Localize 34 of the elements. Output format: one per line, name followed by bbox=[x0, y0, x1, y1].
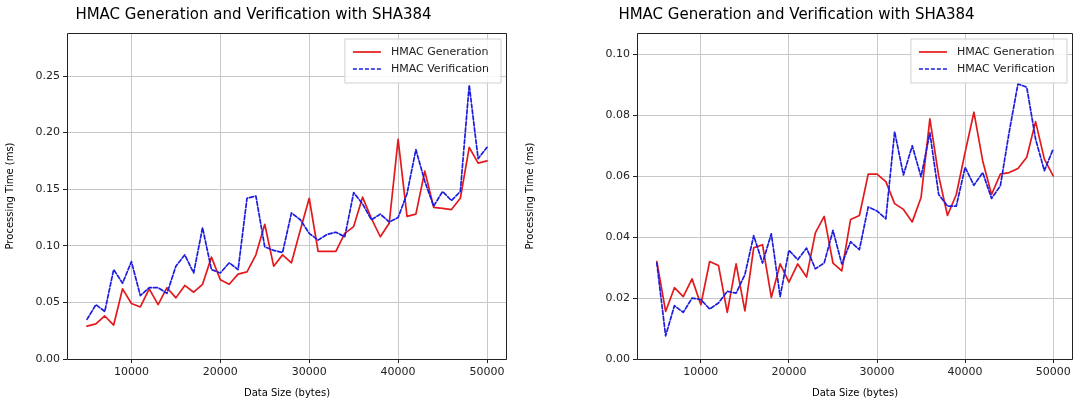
y-tick-label: 0.20 bbox=[35, 125, 60, 139]
x-tick-label: 30000 bbox=[859, 365, 895, 379]
y-axis-title: Processing Time (ms) bbox=[523, 142, 535, 250]
legend-label: HMAC Generation bbox=[390, 44, 489, 58]
chart-title: HMAC Generation and Verification with SHA384 bbox=[75, 4, 432, 23]
y-tick-label: 0.10 bbox=[35, 238, 60, 252]
y-tick-label: 0.02 bbox=[605, 290, 630, 304]
line-series bbox=[655, 83, 1055, 337]
x-tick-label: 20000 bbox=[771, 365, 807, 379]
y-tick-label: 0.25 bbox=[35, 68, 60, 82]
x-axis-title: Data Size (bytes) bbox=[243, 386, 331, 398]
x-tick-label: 50000 bbox=[469, 365, 505, 379]
x-tick-label: 50000 bbox=[1035, 365, 1071, 379]
legend-label: HMAC Verification bbox=[390, 61, 490, 75]
y-tick-label: 0.06 bbox=[605, 169, 630, 183]
x-tick-label: 20000 bbox=[202, 365, 238, 379]
y-tick-label: 0.08 bbox=[605, 108, 630, 122]
line-series bbox=[86, 84, 488, 321]
x-tick-label: 30000 bbox=[291, 365, 327, 379]
y-axis-title: Processing Time (ms) bbox=[3, 142, 15, 250]
y-tick-label: 0.10 bbox=[605, 47, 630, 61]
y-tick-label: 0.15 bbox=[35, 182, 60, 196]
legend-label: HMAC Verification bbox=[956, 61, 1056, 75]
legend-label: HMAC Generation bbox=[956, 44, 1055, 58]
x-axis-title: Data Size (bytes) bbox=[811, 386, 899, 398]
chart-title: HMAC Generation and Verification with SHA384 bbox=[618, 4, 975, 23]
y-tick-label: 0.04 bbox=[605, 229, 630, 243]
y-tick-label: 0.00 bbox=[605, 351, 630, 365]
x-tick-label: 40000 bbox=[380, 365, 416, 379]
x-tick-label: 10000 bbox=[683, 365, 719, 379]
y-tick-label: 0.00 bbox=[35, 351, 60, 365]
x-tick-label: 40000 bbox=[947, 365, 983, 379]
y-tick-label: 0.05 bbox=[35, 295, 60, 309]
x-tick-label: 10000 bbox=[113, 365, 149, 379]
